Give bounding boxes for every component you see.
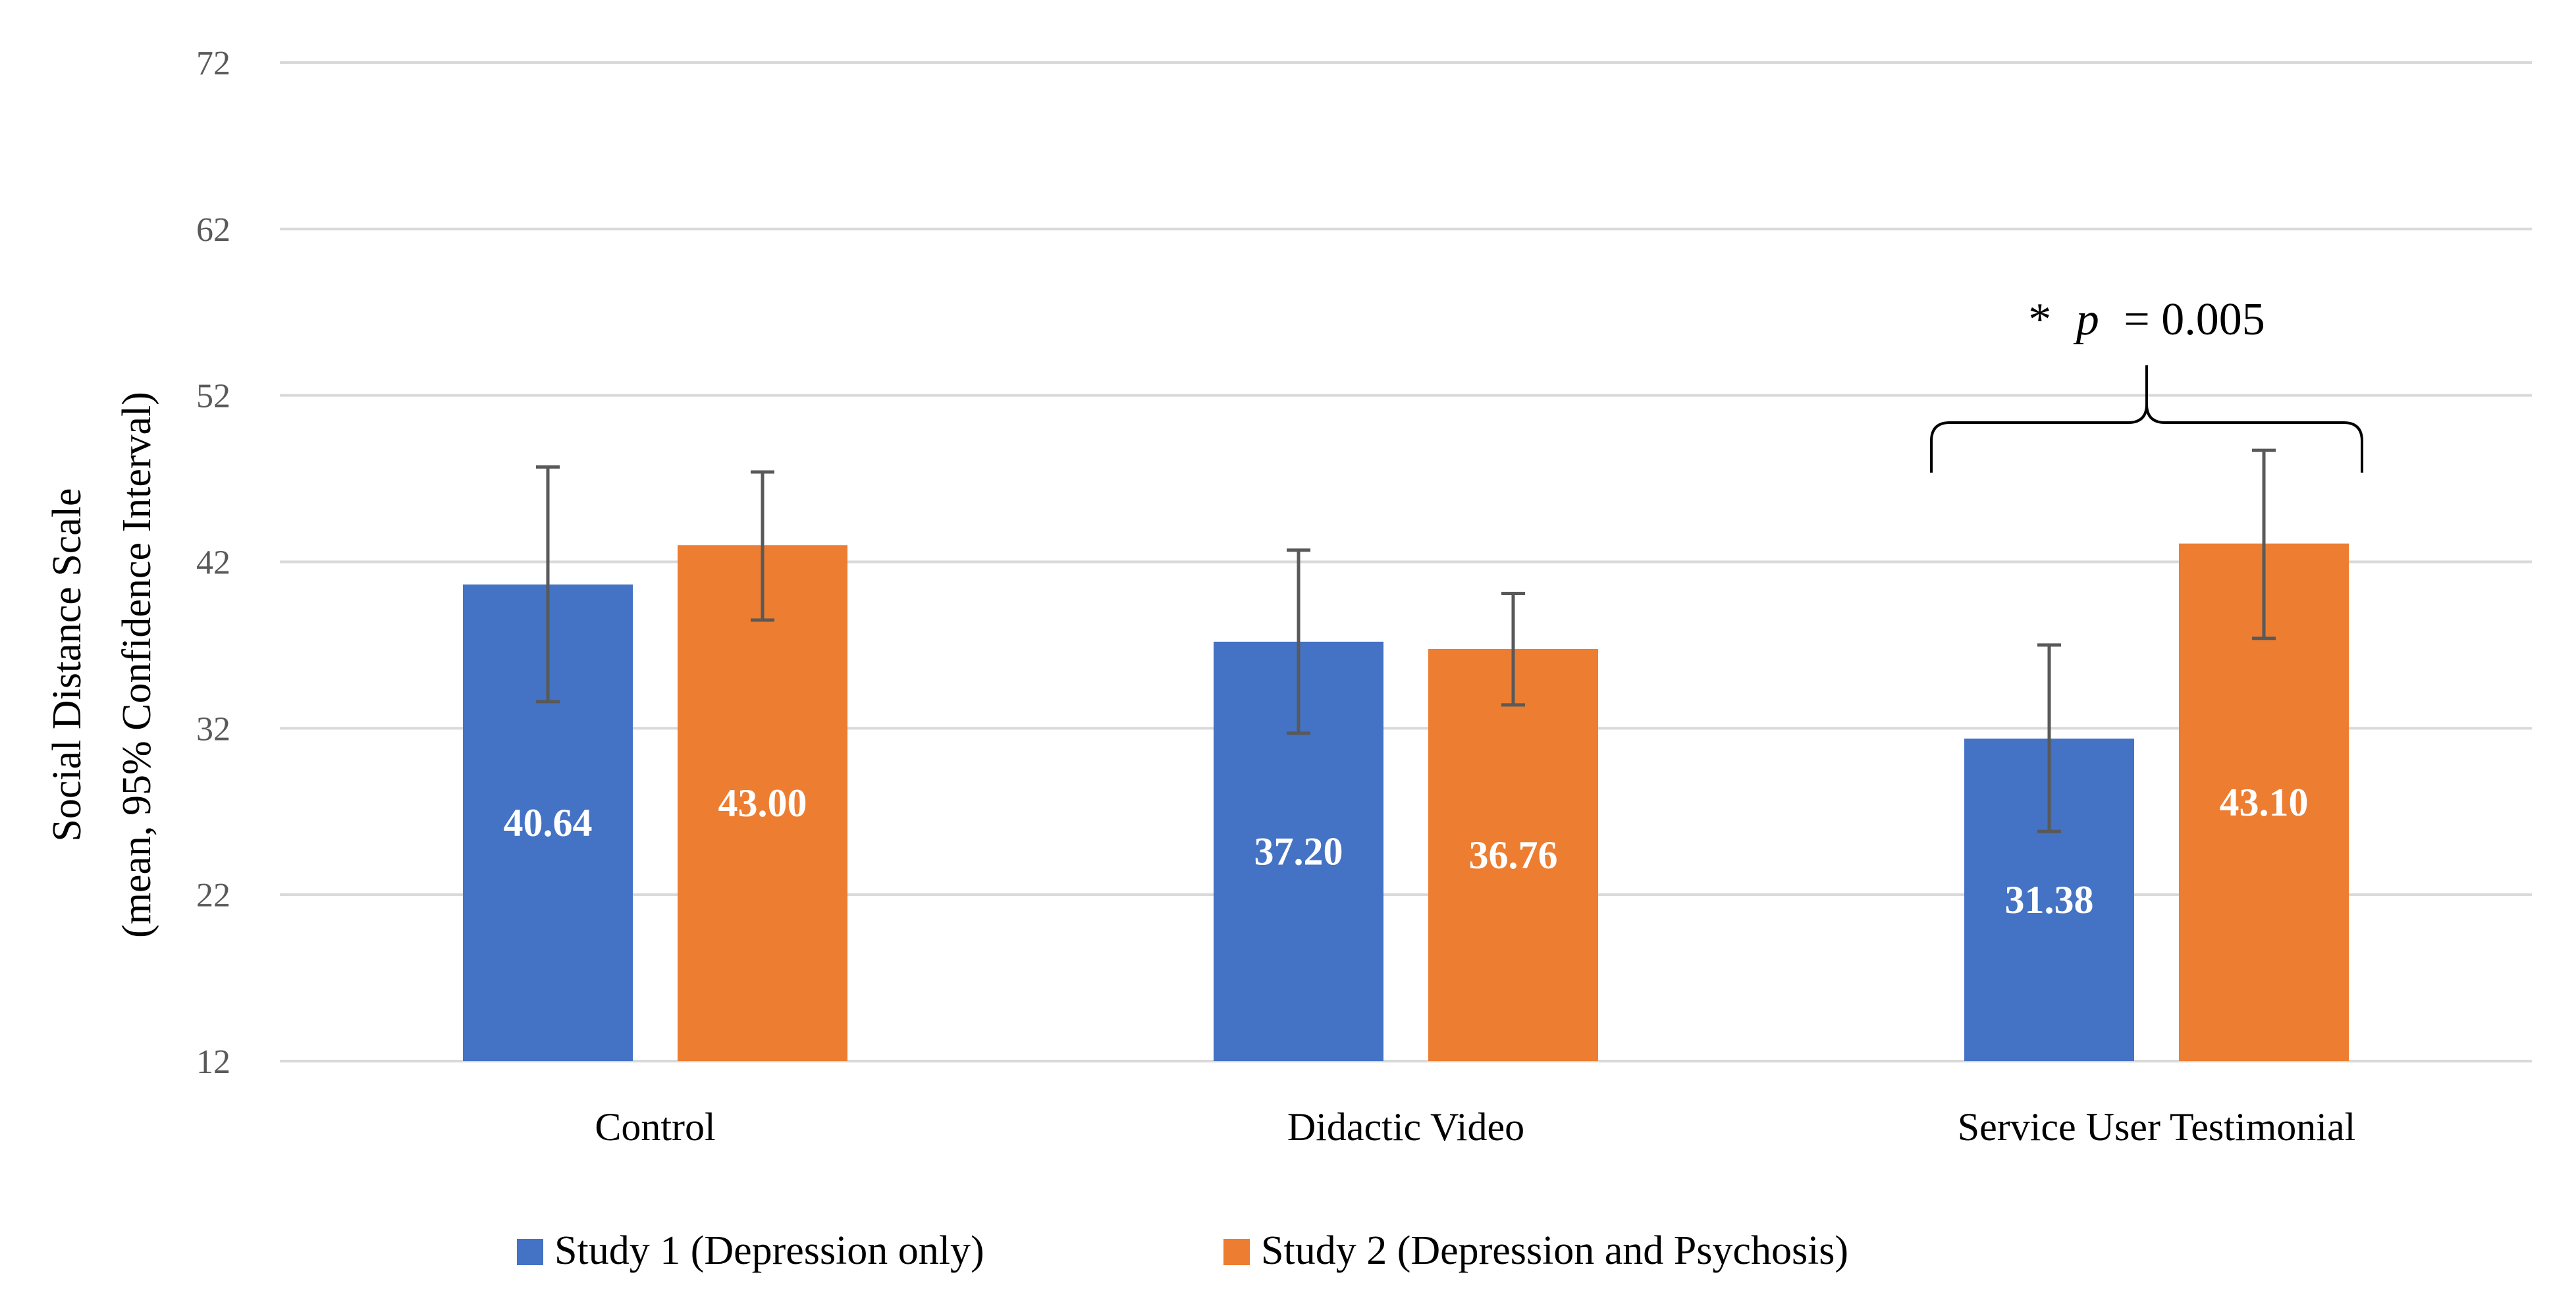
- p-value-label: * p = 0.005: [2028, 294, 2265, 345]
- y-tick-label: 22: [196, 877, 230, 914]
- category-label: Service User Testimonial: [1958, 1105, 2356, 1149]
- legend-label-study1: Study 1 (Depression only): [554, 1228, 984, 1273]
- y-tick-label: 42: [196, 544, 230, 582]
- bar-2-1: [678, 545, 847, 1061]
- data-label: 31.38: [2005, 878, 2094, 922]
- significance-star: *: [2028, 294, 2051, 345]
- error-bar: [1501, 592, 1525, 707]
- p-value: = 0.005: [2124, 294, 2265, 345]
- bar-2-2: [1428, 648, 1598, 1061]
- y-tick-label: 32: [196, 710, 230, 748]
- y-axis-label-line1: Social Distance Scale: [45, 488, 90, 841]
- data-label: 43.10: [2220, 781, 2309, 824]
- y-axis-label-line2: (mean, 95% Confidence Interval): [115, 392, 159, 938]
- y-tick-labels: 12 22 32 42 52 62 72: [196, 45, 230, 1081]
- category-label: Didactic Video: [1287, 1105, 1524, 1149]
- data-label: 43.00: [718, 781, 807, 825]
- legend-swatch-study2: [1223, 1239, 1250, 1265]
- error-bar: [1287, 548, 1310, 735]
- category-labels: Control Didactic Video Service User Testim…: [595, 1105, 2355, 1149]
- p-symbol: p: [2073, 294, 2099, 345]
- data-label: 36.76: [1469, 833, 1558, 877]
- legend-swatch-study1: [517, 1239, 543, 1265]
- error-bar: [751, 470, 774, 622]
- significance-annotation: * p = 0.005: [1930, 294, 2363, 473]
- data-label: 37.20: [1254, 829, 1343, 873]
- error-bar: [2252, 448, 2276, 640]
- significance-brace: [1930, 365, 2363, 473]
- bars: [463, 543, 2349, 1061]
- data-labels: 40.64 43.00 37.20 36.76 31.38 43.10: [504, 781, 2309, 922]
- legend-label-study2: Study 2 (Depression and Psychosis): [1261, 1228, 1848, 1273]
- error-bar: [536, 465, 560, 704]
- y-tick-label: 12: [196, 1043, 230, 1081]
- category-label: Control: [595, 1105, 715, 1149]
- y-tick-label: 72: [196, 45, 230, 82]
- error-bars: [536, 448, 2276, 833]
- y-tick-label: 62: [196, 211, 230, 249]
- error-bar: [2037, 643, 2061, 833]
- y-tick-label: 52: [196, 378, 230, 415]
- gridlines: [280, 61, 2532, 1062]
- data-label: 40.64: [504, 801, 593, 845]
- legend: Study 1 (Depression only) Study 2 (Depre…: [517, 1228, 1848, 1273]
